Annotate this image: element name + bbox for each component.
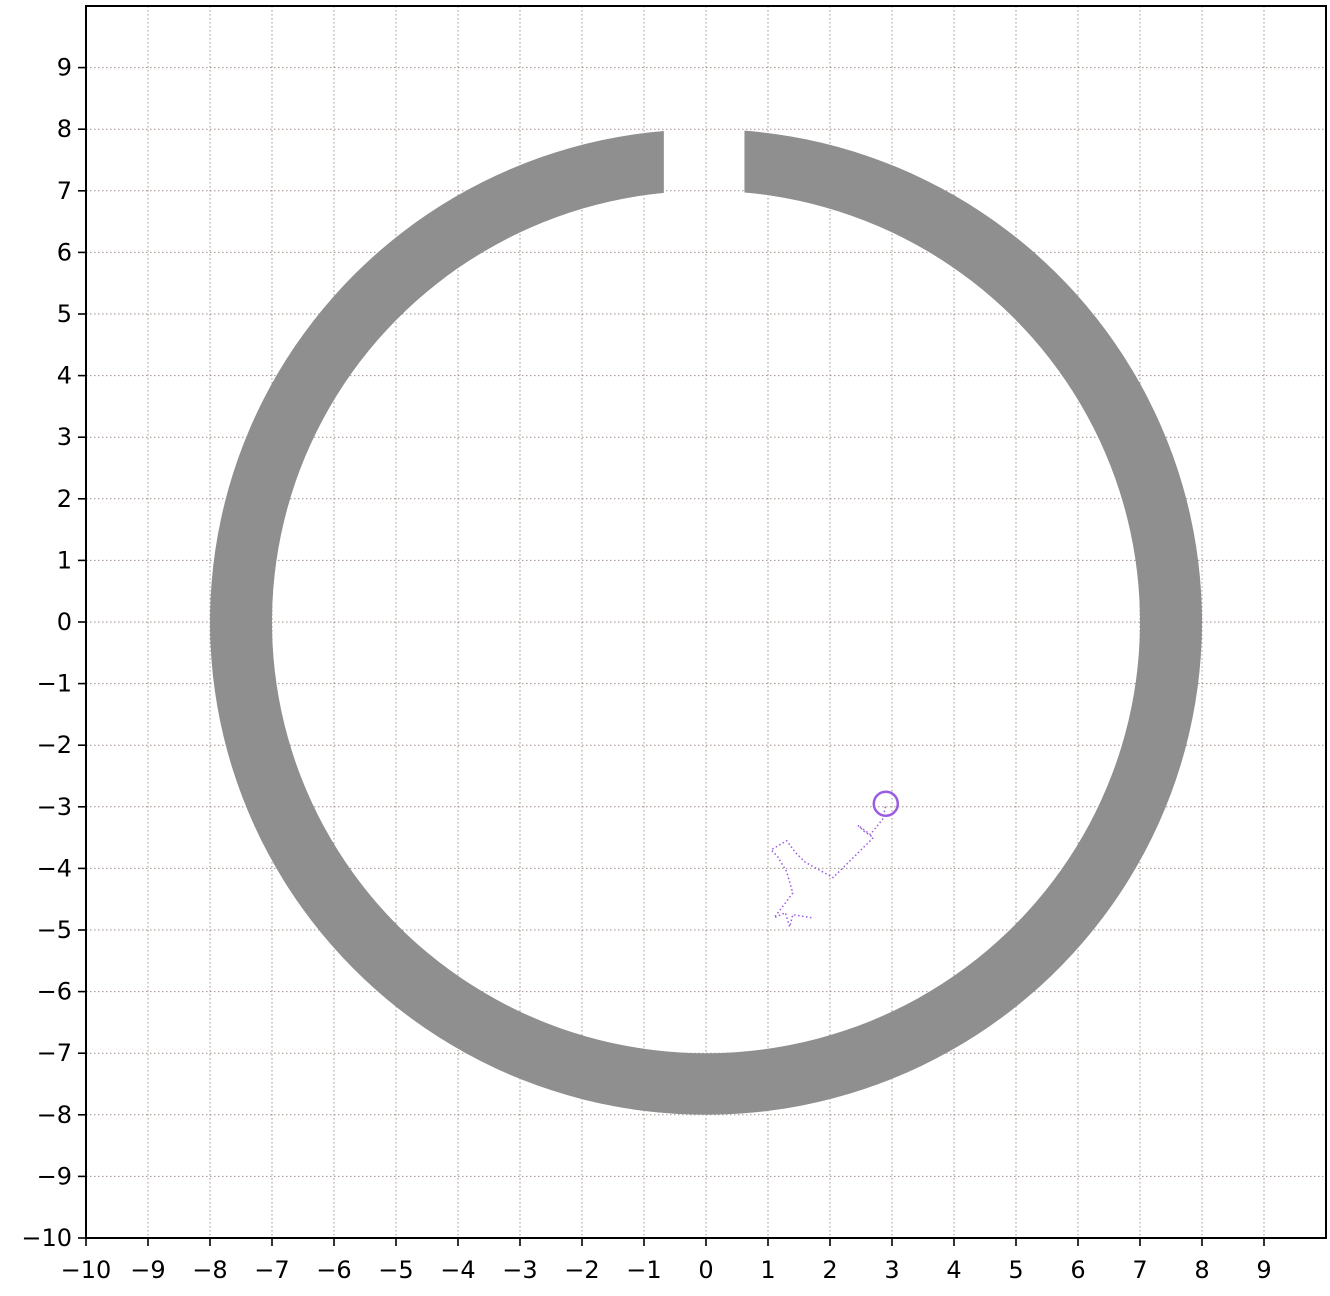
x-tick-label: −5 <box>378 1256 413 1284</box>
x-tick-label: 5 <box>1008 1256 1023 1284</box>
x-tick-label: −6 <box>316 1256 351 1284</box>
y-tick-label: 1 <box>57 546 72 574</box>
x-tick-label: −4 <box>440 1256 475 1284</box>
y-tick-label: −6 <box>37 978 72 1006</box>
y-tick-label: −8 <box>37 1101 72 1129</box>
y-tick-label: 0 <box>57 608 72 636</box>
x-tick-label: −1 <box>626 1256 661 1284</box>
x-tick-label: 0 <box>698 1256 713 1284</box>
y-tick-label: 9 <box>57 54 72 82</box>
x-tick-label: 1 <box>760 1256 775 1284</box>
x-tick-label: 6 <box>1070 1256 1085 1284</box>
trajectory-line <box>769 804 887 930</box>
y-tick-label: −7 <box>37 1039 72 1067</box>
y-tick-label: 2 <box>57 485 72 513</box>
y-tick-label: −2 <box>37 731 72 759</box>
y-tick-label: 8 <box>57 115 72 143</box>
y-tick-label: 6 <box>57 238 72 266</box>
y-tick-label: −9 <box>37 1162 72 1190</box>
y-tick-label: 3 <box>57 423 72 451</box>
x-tick-label: 8 <box>1194 1256 1209 1284</box>
x-tick-label: 7 <box>1132 1256 1147 1284</box>
y-tick-label: −3 <box>37 793 72 821</box>
x-tick-label: 3 <box>884 1256 899 1284</box>
y-tick-label: −10 <box>21 1224 72 1252</box>
x-tick-label: −7 <box>254 1256 289 1284</box>
x-tick-label: −9 <box>130 1256 165 1284</box>
y-tick-label: 5 <box>57 300 72 328</box>
x-tick-label: 4 <box>946 1256 961 1284</box>
y-tick-label: 4 <box>57 362 72 390</box>
trajectory-layer <box>769 790 900 930</box>
x-tick-label: −3 <box>502 1256 537 1284</box>
y-tick-label: −4 <box>37 854 72 882</box>
x-tick-label: −2 <box>564 1256 599 1284</box>
y-tick-label: −5 <box>37 916 72 944</box>
x-tick-label: 2 <box>822 1256 837 1284</box>
axis-ticks: −10 −9 −8 −7 −6 −5 −4 −3 −2 −1 0 1 2 3 4 5 6 7 8 9−10−9−8−7… <box>21 54 1271 1284</box>
y-tick-label: −1 <box>37 670 72 698</box>
y-tick-label: 7 <box>57 177 72 205</box>
x-tick-label: −8 <box>192 1256 227 1284</box>
x-tick-label: −10 <box>61 1256 112 1284</box>
agent-marker <box>872 790 900 817</box>
x-tick-label: 9 <box>1256 1256 1271 1284</box>
